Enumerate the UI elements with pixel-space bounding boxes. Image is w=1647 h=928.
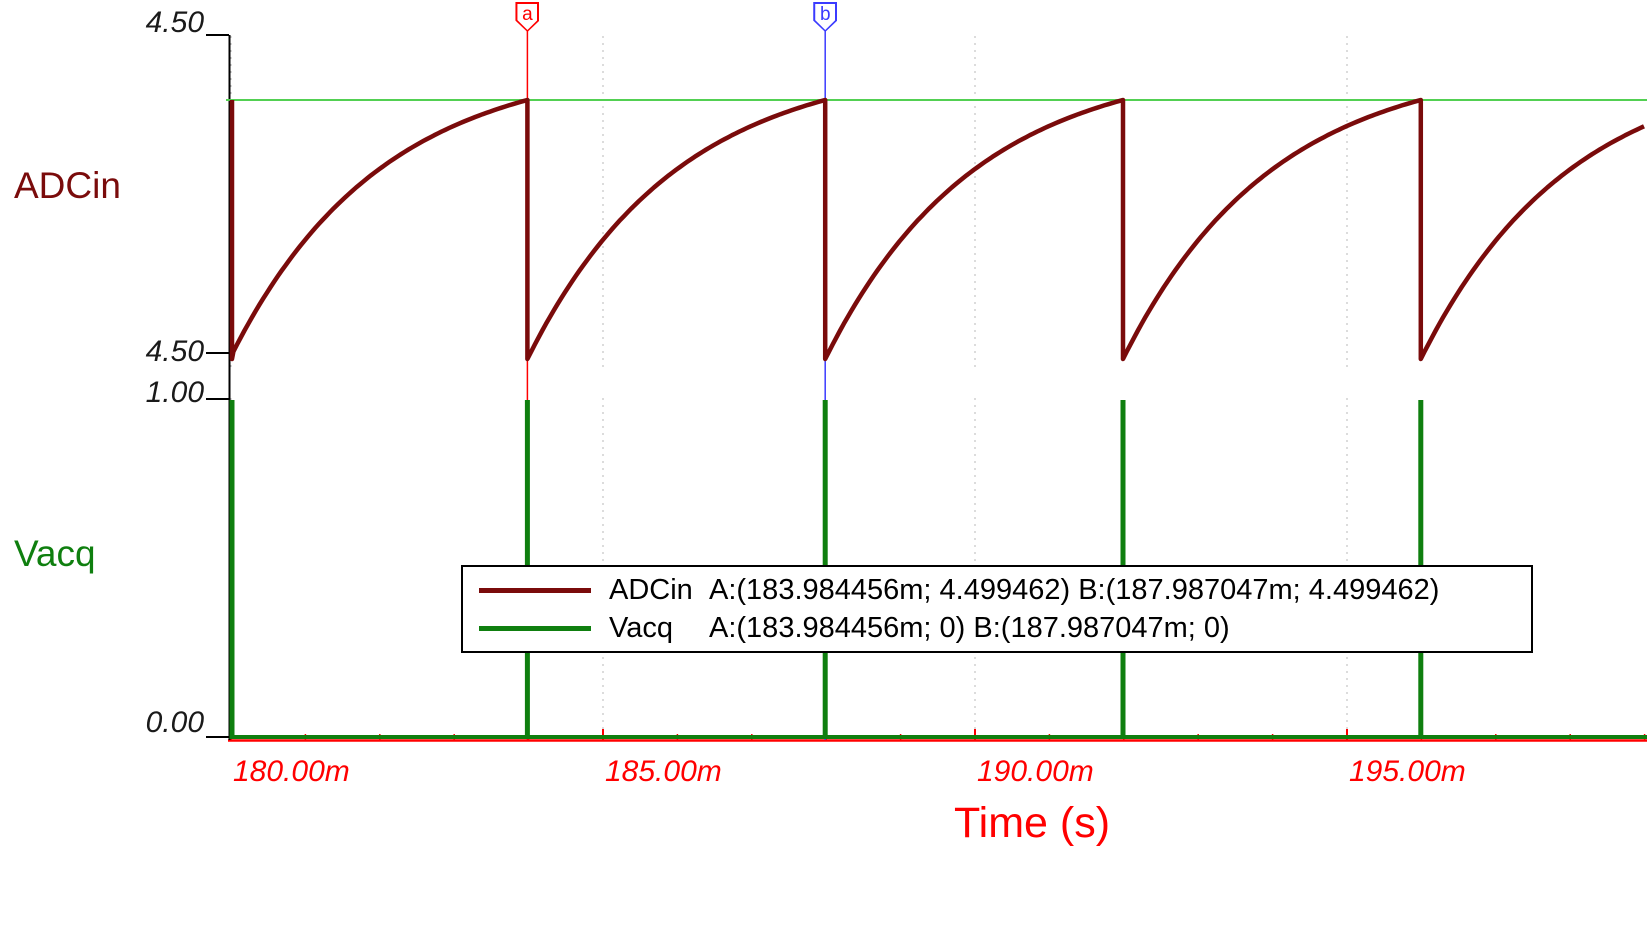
vacq-signal-label: Vacq xyxy=(14,533,96,574)
legend-row-vacq: Vacq A:(183.984456m; 0) B:(187.987047m; … xyxy=(463,609,1531,647)
vacq-axis-top-label: 1.00 xyxy=(145,376,204,409)
adcin-signal-label: ADCin xyxy=(14,165,121,206)
cursor-a-flag[interactable]: a xyxy=(515,2,540,32)
x-tick-label: 190.00m xyxy=(977,755,1094,788)
legend-row-adcin: ADCin A:(183.984456m; 4.499462) B:(187.9… xyxy=(463,571,1531,609)
cursor-a-letter: a xyxy=(522,4,533,25)
legend[interactable]: ADCin A:(183.984456m; 4.499462) B:(187.9… xyxy=(461,565,1533,653)
time-axis-label: Time (s) xyxy=(953,799,1111,847)
legend-name-vacq: Vacq xyxy=(609,611,673,644)
cursor-b-flag-face: b xyxy=(815,4,836,30)
cursor-b-letter: b xyxy=(819,4,831,25)
adcin-axis-top-label: 4.50 xyxy=(145,6,204,39)
legend-name-adcin: ADCin xyxy=(609,573,693,606)
vacq-axis-bottom-label: 0.00 xyxy=(145,706,204,739)
legend-coords-adcin: A:(183.984456m; 4.499462) B:(187.987047m… xyxy=(709,573,1440,606)
legend-coords-vacq: A:(183.984456m; 0) B:(187.987047m; 0) xyxy=(709,611,1230,644)
adcin-trace xyxy=(229,97,1645,362)
legend-line-sample-adcin xyxy=(479,587,591,593)
x-tick-label: 185.00m xyxy=(605,755,722,788)
cursor-a-flag-face: a xyxy=(517,4,538,30)
x-tick-label: 195.00m xyxy=(1349,755,1466,788)
x-tick-label: 180.00m xyxy=(233,755,350,788)
legend-line-sample-vacq xyxy=(479,625,591,631)
adcin-axis-bottom-label: 4.50 xyxy=(145,335,204,368)
